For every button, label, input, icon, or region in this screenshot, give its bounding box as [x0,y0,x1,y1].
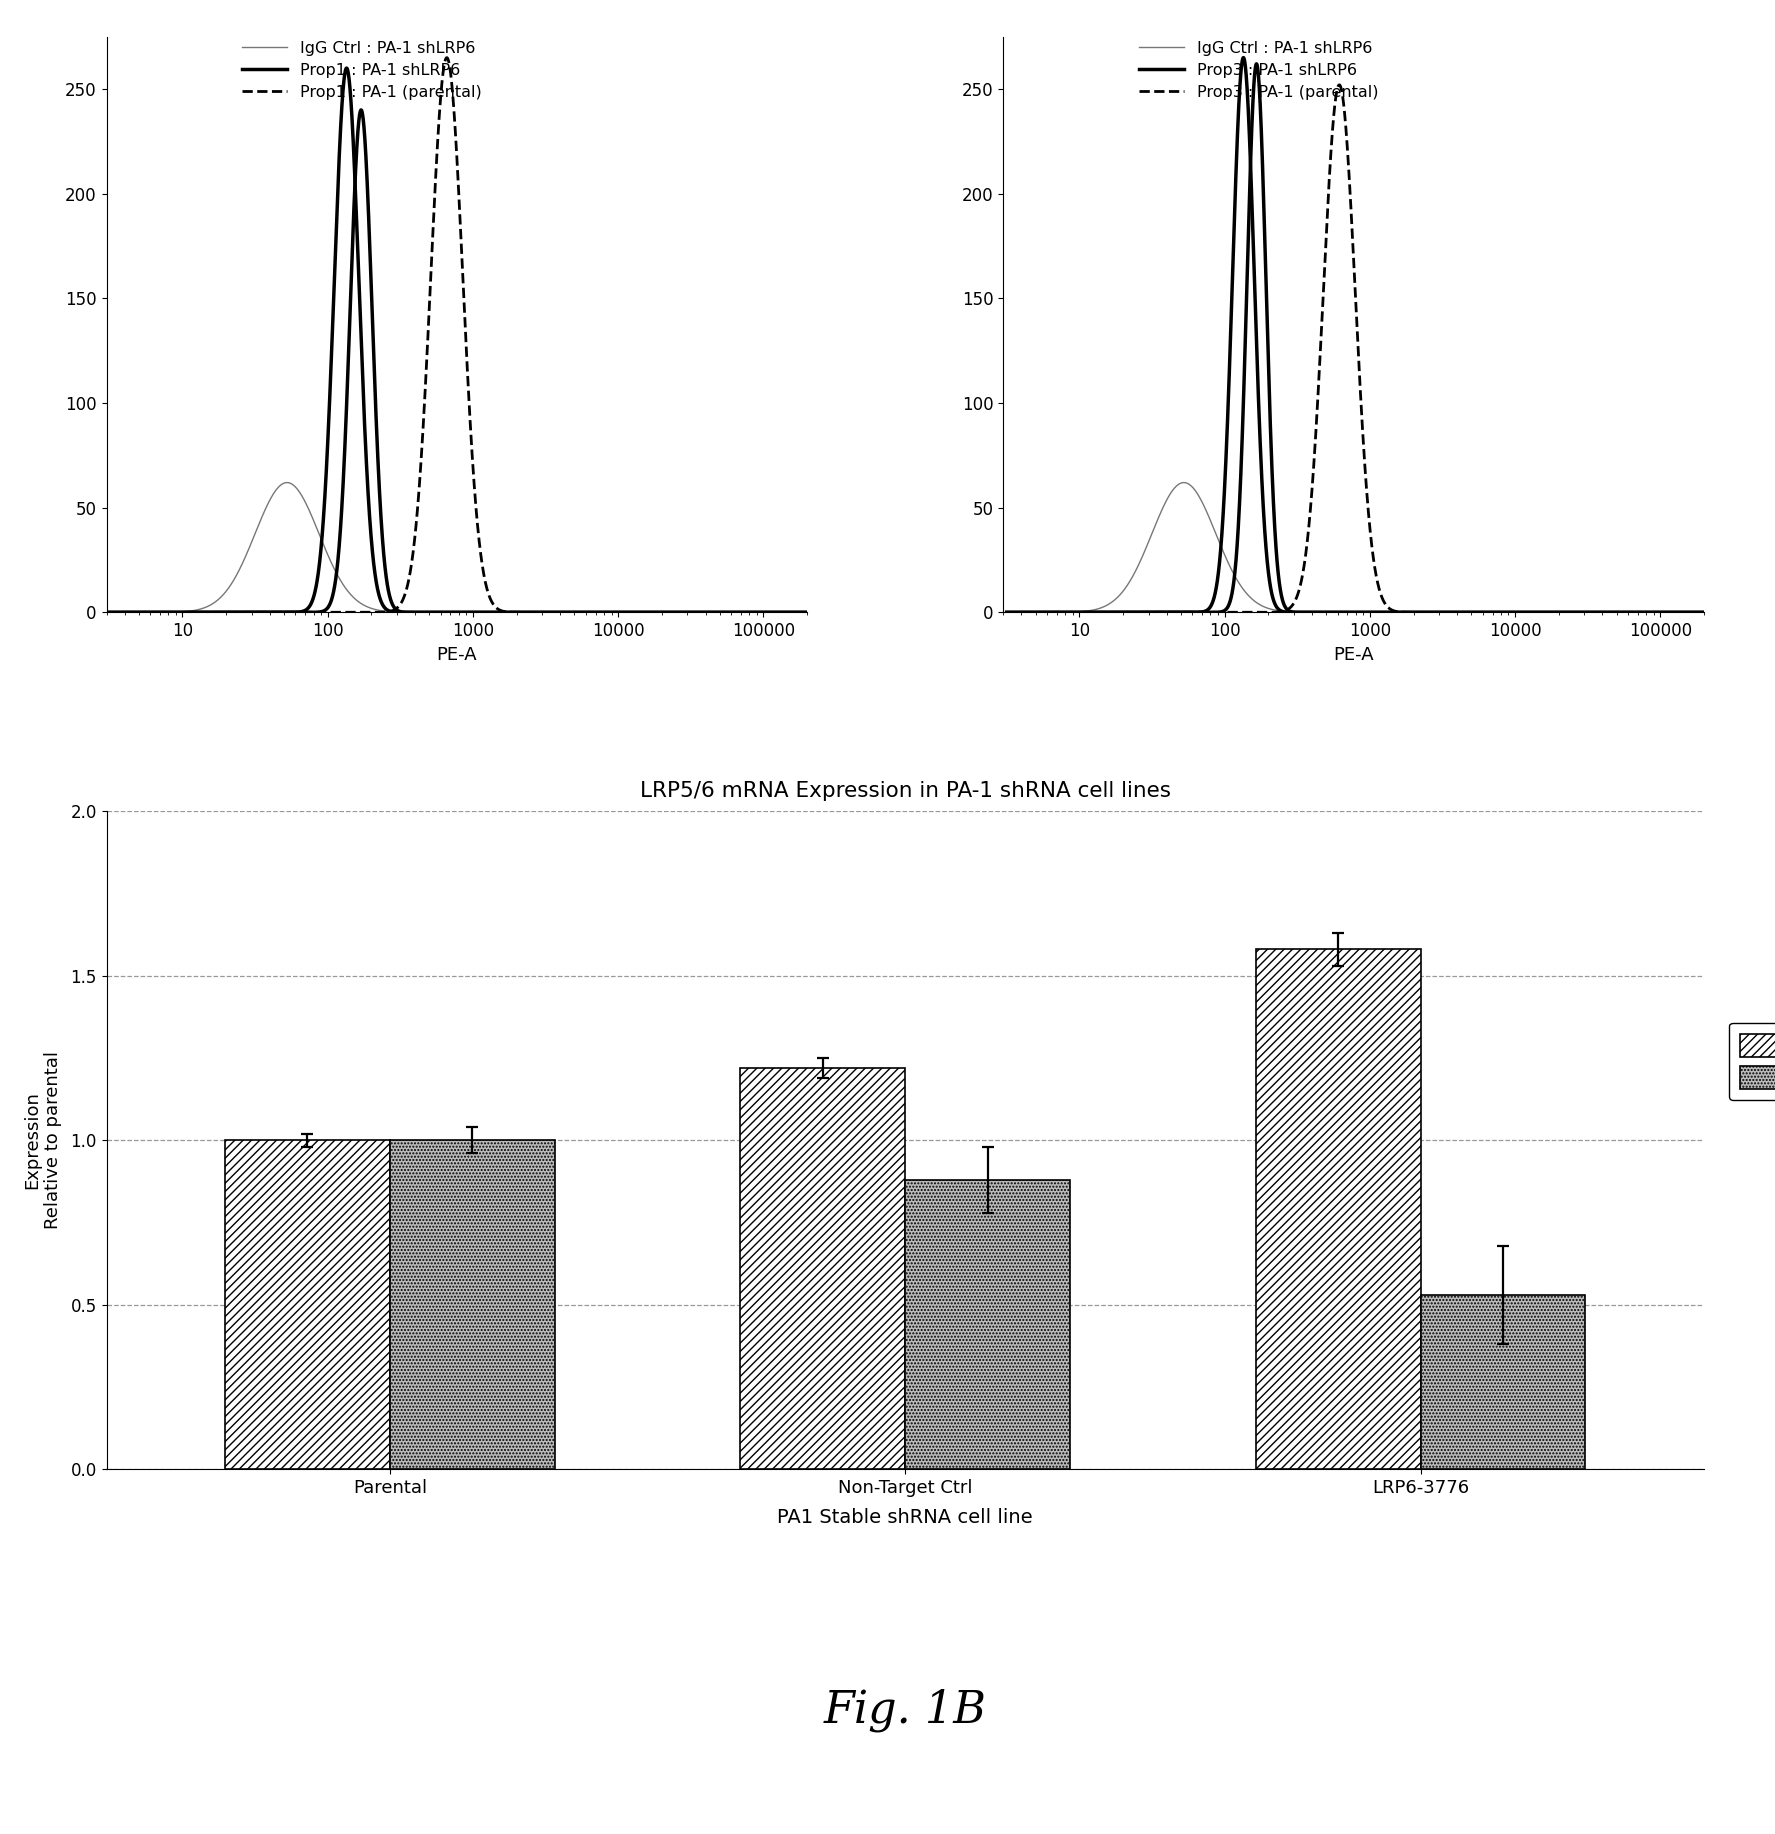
X-axis label: PE-A: PE-A [437,646,477,664]
Legend: IgG Ctrl : PA-1 shLRP6, Prop3 : PA-1 shLRP6, Prop3 : PA-1 (parental): IgG Ctrl : PA-1 shLRP6, Prop3 : PA-1 shL… [1138,39,1379,101]
Text: Fig. 1B: Fig. 1B [824,1687,987,1731]
Bar [1255,950,1420,1469]
X-axis label: PE-A: PE-A [1333,646,1374,664]
Legend: LRP5, LRP6: LRP5, LRP6 [1729,1023,1775,1100]
Title: LRP5/6 mRNA Expression in PA-1 shRNA cell lines: LRP5/6 mRNA Expression in PA-1 shRNA cel… [639,781,1172,801]
X-axis label: PA1 Stable shRNA cell line: PA1 Stable shRNA cell line [777,1508,1033,1528]
Bar [740,1067,905,1469]
Bar [905,1179,1070,1469]
Legend: IgG Ctrl : PA-1 shLRP6, Prop1 : PA-1 shLRP6, Prop1 : PA-1 (parental): IgG Ctrl : PA-1 shLRP6, Prop1 : PA-1 shL… [241,39,483,101]
Bar [225,1141,390,1469]
Bar [390,1141,556,1469]
Y-axis label: Expression
Relative to parental: Expression Relative to parental [23,1051,62,1229]
Bar [1420,1295,1585,1469]
